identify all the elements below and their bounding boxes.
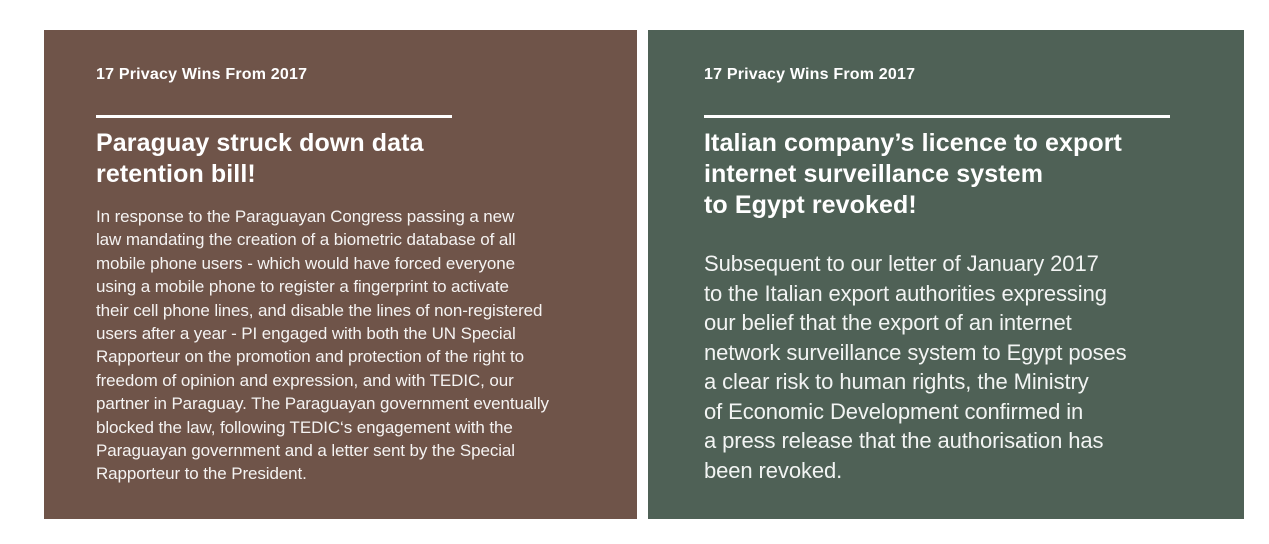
slide-kicker: 17 Privacy Wins From 2017 bbox=[96, 66, 308, 83]
title-rule bbox=[704, 115, 1170, 118]
slide-body: In response to the Paraguayan Congress p… bbox=[96, 207, 549, 484]
slide-body: Subsequent to our letter of January 2017… bbox=[704, 251, 1127, 483]
slide-kicker: 17 Privacy Wins From 2017 bbox=[704, 66, 916, 83]
slide-italy: 17 Privacy Wins From 2017 Italian compan… bbox=[648, 30, 1244, 519]
slide-title: Italian company’s licence to export inte… bbox=[704, 129, 1122, 219]
slide-title: Paraguay struck down data retention bill… bbox=[96, 129, 424, 188]
title-rule bbox=[96, 115, 452, 118]
slide-paraguay: 17 Privacy Wins From 2017 Paraguay struc… bbox=[44, 30, 637, 519]
